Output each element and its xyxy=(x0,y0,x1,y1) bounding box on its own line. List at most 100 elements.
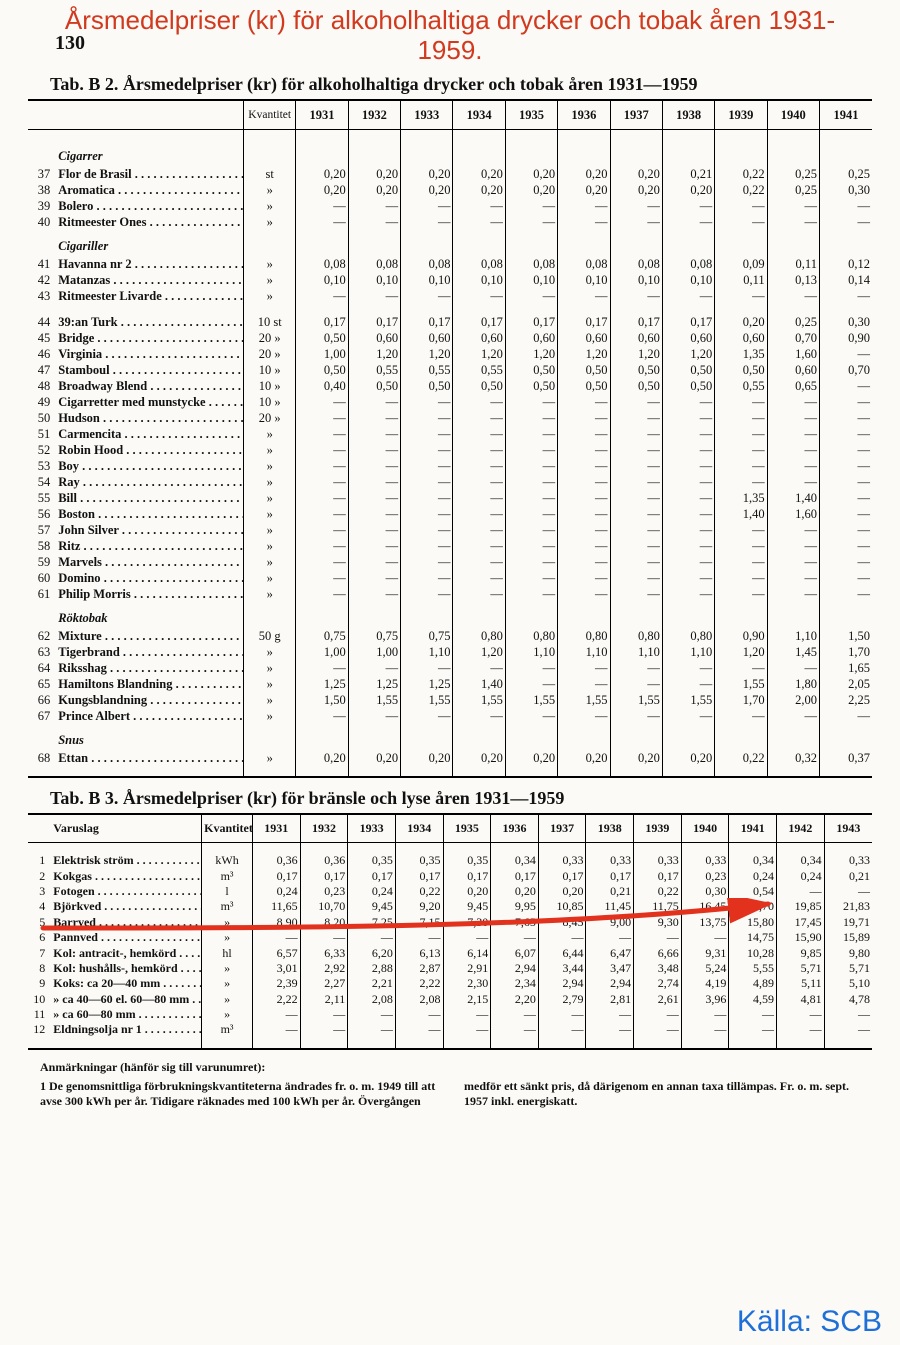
cell-value: 0,20 xyxy=(610,182,662,198)
cell-value: — xyxy=(296,570,348,586)
table-row: 48Broadway Blend . . . . . . . . . . . .… xyxy=(28,378,872,394)
cell-value: 7,65 xyxy=(491,915,539,930)
cell-value: 0,55 xyxy=(715,378,767,394)
cell-value: — xyxy=(505,708,557,724)
cell-value: — xyxy=(505,676,557,692)
row-qty: » xyxy=(244,506,296,522)
column-header: Kvantitet xyxy=(202,815,253,843)
cell-value: — xyxy=(819,214,872,230)
cell-value: 2,94 xyxy=(586,976,634,991)
row-index: 11 xyxy=(28,1007,51,1022)
footnote-body: 1 De genomsnittliga förbrukningskvantite… xyxy=(40,1079,860,1110)
cell-value: 1,45 xyxy=(767,644,819,660)
cell-value: 1,20 xyxy=(715,644,767,660)
cell-value: — xyxy=(296,442,348,458)
cell-value: — xyxy=(491,930,539,945)
cell-value: 0,22 xyxy=(715,166,767,182)
column-header: 1934 xyxy=(395,815,443,843)
cell-value: 1,60 xyxy=(767,346,819,362)
cell-value: 2,22 xyxy=(252,992,300,1007)
cell-value: — xyxy=(715,442,767,458)
table-row: 7Kol: antracit-, hemkörd . . . . . . . .… xyxy=(28,946,872,961)
row-qty: » xyxy=(244,570,296,586)
row-index: 62 xyxy=(28,628,56,644)
table-b3-header: VaruslagKvantitet19311932193319341935193… xyxy=(28,815,872,843)
cell-value: — xyxy=(819,506,872,522)
row-qty: 20 » xyxy=(244,330,296,346)
column-header: 1940 xyxy=(767,101,819,130)
cell-value: — xyxy=(767,554,819,570)
row-qty: » xyxy=(244,474,296,490)
row-index: 47 xyxy=(28,362,56,378)
cell-value: 0,21 xyxy=(662,166,714,182)
footnote-heading: Anmärkningar (hänför sig till varunumret… xyxy=(40,1060,860,1075)
cell-value: 5,71 xyxy=(777,961,825,976)
cell-value: — xyxy=(401,458,453,474)
cell-value: 0,36 xyxy=(300,853,348,868)
column-header: Varuslag xyxy=(51,815,201,843)
cell-value: — xyxy=(453,458,505,474)
cell-value: — xyxy=(767,660,819,676)
cell-value: — xyxy=(348,394,400,410)
row-name: » ca 40—60 el. 60—80 mm . . . . . . . . … xyxy=(51,992,201,1007)
cell-value: 0,17 xyxy=(610,314,662,330)
cell-value: 1,55 xyxy=(505,692,557,708)
cell-value: 5,55 xyxy=(729,961,777,976)
table-row: 3Fotogen . . . . . . . . . . . . . . . .… xyxy=(28,884,872,899)
cell-value: — xyxy=(348,586,400,602)
cell-value: — xyxy=(505,198,557,214)
cell-value: — xyxy=(453,214,505,230)
row-index: 66 xyxy=(28,692,56,708)
cell-value: — xyxy=(538,1007,586,1022)
cell-value: — xyxy=(610,474,662,490)
cell-value: 0,10 xyxy=(296,272,348,288)
table-row: 55Bill . . . . . . . . . . . . . . . . .… xyxy=(28,490,872,506)
row-name: Aromatica . . . . . . . . . . . . . . . … xyxy=(56,182,243,198)
cell-value: 2,20 xyxy=(491,992,539,1007)
cell-value: — xyxy=(634,930,682,945)
cell-value: 1,10 xyxy=(505,644,557,660)
row-name: Björkved . . . . . . . . . . . . . . . .… xyxy=(51,899,201,914)
annotation-title: Årsmedelpriser (kr) för alkoholhaltiga d… xyxy=(0,6,900,66)
cell-value: — xyxy=(296,410,348,426)
cell-value: 0,25 xyxy=(767,166,819,182)
row-index: 3 xyxy=(28,884,51,899)
cell-value: — xyxy=(505,554,557,570)
cell-value: — xyxy=(681,1022,729,1037)
cell-value: 0,09 xyxy=(715,256,767,272)
cell-value: — xyxy=(715,288,767,304)
cell-value: 6,14 xyxy=(443,946,491,961)
cell-value: — xyxy=(505,570,557,586)
cell-value: — xyxy=(610,570,662,586)
cell-value: 1,35 xyxy=(715,490,767,506)
cell-value: 0,80 xyxy=(505,628,557,644)
cell-value: — xyxy=(348,506,400,522)
cell-value: — xyxy=(715,708,767,724)
table-row: 64Riksshag . . . . . . . . . . . . . . .… xyxy=(28,660,872,676)
cell-value: — xyxy=(296,458,348,474)
cell-value: 0,20 xyxy=(662,750,714,766)
row-index: 67 xyxy=(28,708,56,724)
cell-value: — xyxy=(558,442,610,458)
cell-value: 1,70 xyxy=(819,644,872,660)
cell-value: — xyxy=(610,394,662,410)
cell-value: 0,80 xyxy=(558,628,610,644)
table-b2-body: Cigarrer37Flor de Brasil . . . . . . . .… xyxy=(28,130,872,777)
cell-value: — xyxy=(401,506,453,522)
row-qty: » xyxy=(244,554,296,570)
cell-value: 0,17 xyxy=(453,314,505,330)
cell-value: — xyxy=(662,410,714,426)
section-title: Cigarrer xyxy=(56,140,243,166)
row-qty: hl xyxy=(202,946,253,961)
cell-value: — xyxy=(453,198,505,214)
table-row: 62Mixture . . . . . . . . . . . . . . . … xyxy=(28,628,872,644)
column-header: 1933 xyxy=(348,815,396,843)
cell-value: — xyxy=(715,660,767,676)
cell-value: 0,08 xyxy=(558,256,610,272)
cell-value: 0,20 xyxy=(348,750,400,766)
cell-value: — xyxy=(296,586,348,602)
row-name: Elektrisk ström . . . . . . . . . . . . … xyxy=(51,853,201,868)
cell-value: — xyxy=(662,394,714,410)
cell-value: — xyxy=(401,426,453,442)
row-qty: » xyxy=(244,426,296,442)
